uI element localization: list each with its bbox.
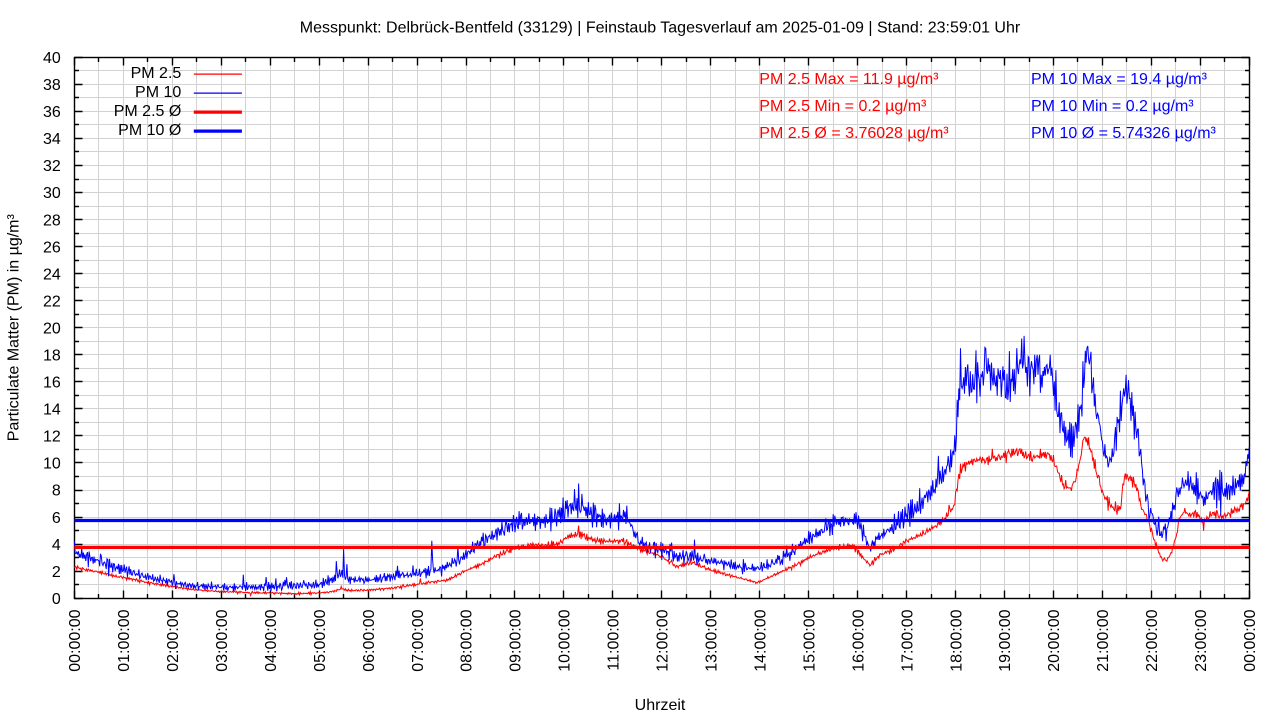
svg-text:12:00:00: 12:00:00 xyxy=(655,609,672,671)
svg-text:20: 20 xyxy=(43,320,61,337)
svg-text:09:00:00: 09:00:00 xyxy=(508,609,525,671)
svg-text:17:00:00: 17:00:00 xyxy=(899,609,916,671)
svg-text:PM 10 Max = 19.4 µg/m³: PM 10 Max = 19.4 µg/m³ xyxy=(1031,71,1208,88)
svg-text:PM 10 Ø = 5.74326 µg/m³: PM 10 Ø = 5.74326 µg/m³ xyxy=(1031,125,1217,142)
svg-text:30: 30 xyxy=(43,185,61,202)
svg-text:23:00:00: 23:00:00 xyxy=(1193,609,1210,671)
svg-text:Particulate Matter (PM) in µg/: Particulate Matter (PM) in µg/m³ xyxy=(5,214,22,442)
svg-text:01:00:00: 01:00:00 xyxy=(116,609,133,671)
svg-text:21:00:00: 21:00:00 xyxy=(1095,609,1112,671)
svg-text:10:00:00: 10:00:00 xyxy=(557,609,574,671)
svg-text:06:00:00: 06:00:00 xyxy=(361,609,378,671)
svg-text:34: 34 xyxy=(43,131,61,148)
svg-text:0: 0 xyxy=(52,591,61,608)
svg-text:36: 36 xyxy=(43,104,61,121)
svg-text:24: 24 xyxy=(43,266,61,283)
svg-text:40: 40 xyxy=(43,50,61,67)
svg-text:PM 10 Ø: PM 10 Ø xyxy=(118,122,181,139)
svg-text:00:00:00: 00:00:00 xyxy=(1242,609,1259,671)
svg-text:PM 2.5 Max = 11.9 µg/m³: PM 2.5 Max = 11.9 µg/m³ xyxy=(759,71,939,88)
svg-text:07:00:00: 07:00:00 xyxy=(410,609,427,671)
svg-text:18:00:00: 18:00:00 xyxy=(948,609,965,671)
svg-text:16: 16 xyxy=(43,375,61,392)
svg-text:38: 38 xyxy=(43,77,61,94)
svg-text:18: 18 xyxy=(43,348,61,365)
svg-text:10: 10 xyxy=(43,456,61,473)
svg-text:PM 2.5: PM 2.5 xyxy=(131,65,182,82)
svg-text:15:00:00: 15:00:00 xyxy=(801,609,818,671)
svg-text:8: 8 xyxy=(52,483,61,500)
svg-text:PM 10 Min = 0.2 µg/m³: PM 10 Min = 0.2 µg/m³ xyxy=(1031,98,1194,115)
svg-text:6: 6 xyxy=(52,510,61,527)
svg-text:PM 2.5 Ø = 3.76028 µg/m³: PM 2.5 Ø = 3.76028 µg/m³ xyxy=(759,125,949,142)
svg-text:11:00:00: 11:00:00 xyxy=(606,609,623,670)
svg-text:03:00:00: 03:00:00 xyxy=(214,609,231,671)
svg-text:04:00:00: 04:00:00 xyxy=(263,609,280,671)
svg-text:16:00:00: 16:00:00 xyxy=(850,609,867,671)
svg-text:26: 26 xyxy=(43,239,61,256)
svg-text:12: 12 xyxy=(43,429,61,446)
svg-text:22:00:00: 22:00:00 xyxy=(1144,609,1161,671)
svg-text:22: 22 xyxy=(43,293,61,310)
svg-text:PM 10: PM 10 xyxy=(135,84,181,101)
svg-text:2: 2 xyxy=(52,564,61,581)
svg-text:Uhrzeit: Uhrzeit xyxy=(635,697,686,714)
svg-text:20:00:00: 20:00:00 xyxy=(1046,609,1063,671)
svg-text:4: 4 xyxy=(52,537,61,554)
svg-text:PM 2.5 Ø: PM 2.5 Ø xyxy=(114,103,182,120)
svg-text:13:00:00: 13:00:00 xyxy=(704,609,721,671)
svg-text:PM 2.5 Min = 0.2 µg/m³: PM 2.5 Min = 0.2 µg/m³ xyxy=(759,98,927,115)
svg-text:05:00:00: 05:00:00 xyxy=(312,609,329,671)
svg-text:00:00:00: 00:00:00 xyxy=(67,609,84,671)
svg-text:19:00:00: 19:00:00 xyxy=(997,609,1014,671)
svg-text:14:00:00: 14:00:00 xyxy=(753,609,770,671)
svg-text:08:00:00: 08:00:00 xyxy=(459,609,476,671)
svg-text:32: 32 xyxy=(43,158,61,175)
svg-text:02:00:00: 02:00:00 xyxy=(165,609,182,671)
svg-text:Messpunkt: Delbrück-Bentfeld (: Messpunkt: Delbrück-Bentfeld (33129) | F… xyxy=(300,19,1021,36)
svg-text:14: 14 xyxy=(43,402,61,419)
svg-text:28: 28 xyxy=(43,212,61,229)
